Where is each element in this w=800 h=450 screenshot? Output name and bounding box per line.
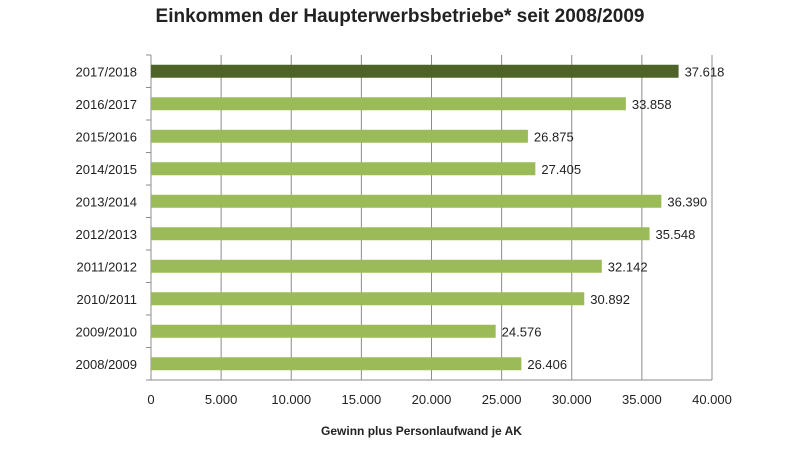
data-label: 30.892 — [590, 292, 630, 307]
category-label: 2008/2009 — [76, 357, 137, 372]
bar — [151, 162, 536, 176]
bar — [151, 357, 522, 371]
category-label: 2014/2015 — [76, 162, 137, 177]
category-label: 2010/2011 — [77, 292, 138, 307]
bar — [151, 227, 650, 241]
x-tick-label: 15.000 — [341, 392, 381, 407]
data-label: 26.875 — [534, 129, 574, 144]
chart-title: Einkommen der Haupterwerbsbetriebe* seit… — [155, 6, 645, 27]
category-label: 2009/2010 — [76, 324, 137, 339]
category-label: 2011/2012 — [77, 259, 138, 274]
data-label: 32.142 — [608, 259, 648, 274]
bar — [151, 259, 602, 273]
category-label: 2015/2016 — [76, 129, 137, 144]
data-label: 26.406 — [527, 357, 567, 372]
bar — [151, 64, 679, 78]
x-tick-label: 0 — [147, 392, 154, 407]
x-tick-label: 35.000 — [622, 392, 662, 407]
x-tick-label: 25.000 — [482, 392, 522, 407]
category-label: 2017/2018 — [76, 64, 137, 79]
x-tick-label: 40.000 — [692, 392, 732, 407]
x-tick-label: 5.000 — [205, 392, 238, 407]
data-label: 33.858 — [632, 97, 672, 112]
category-label: 2016/2017 — [76, 97, 137, 112]
bar — [151, 194, 662, 208]
data-label: 35.548 — [656, 227, 696, 242]
x-tick-label: 30.000 — [552, 392, 592, 407]
data-label: 27.405 — [541, 162, 581, 177]
category-label: 2012/2013 — [76, 227, 137, 242]
category-label: 2013/2014 — [76, 194, 137, 209]
bar — [151, 324, 496, 338]
bar — [151, 97, 626, 111]
data-label: 24.576 — [502, 324, 542, 339]
data-label: 37.618 — [685, 64, 725, 79]
bar — [151, 292, 585, 306]
x-axis-title: Gewinn plus Personlaufwand je AK — [321, 424, 522, 438]
bar — [151, 129, 528, 143]
x-tick-label: 20.000 — [412, 392, 452, 407]
data-label: 36.390 — [667, 194, 707, 209]
x-tick-label: 10.000 — [271, 392, 311, 407]
